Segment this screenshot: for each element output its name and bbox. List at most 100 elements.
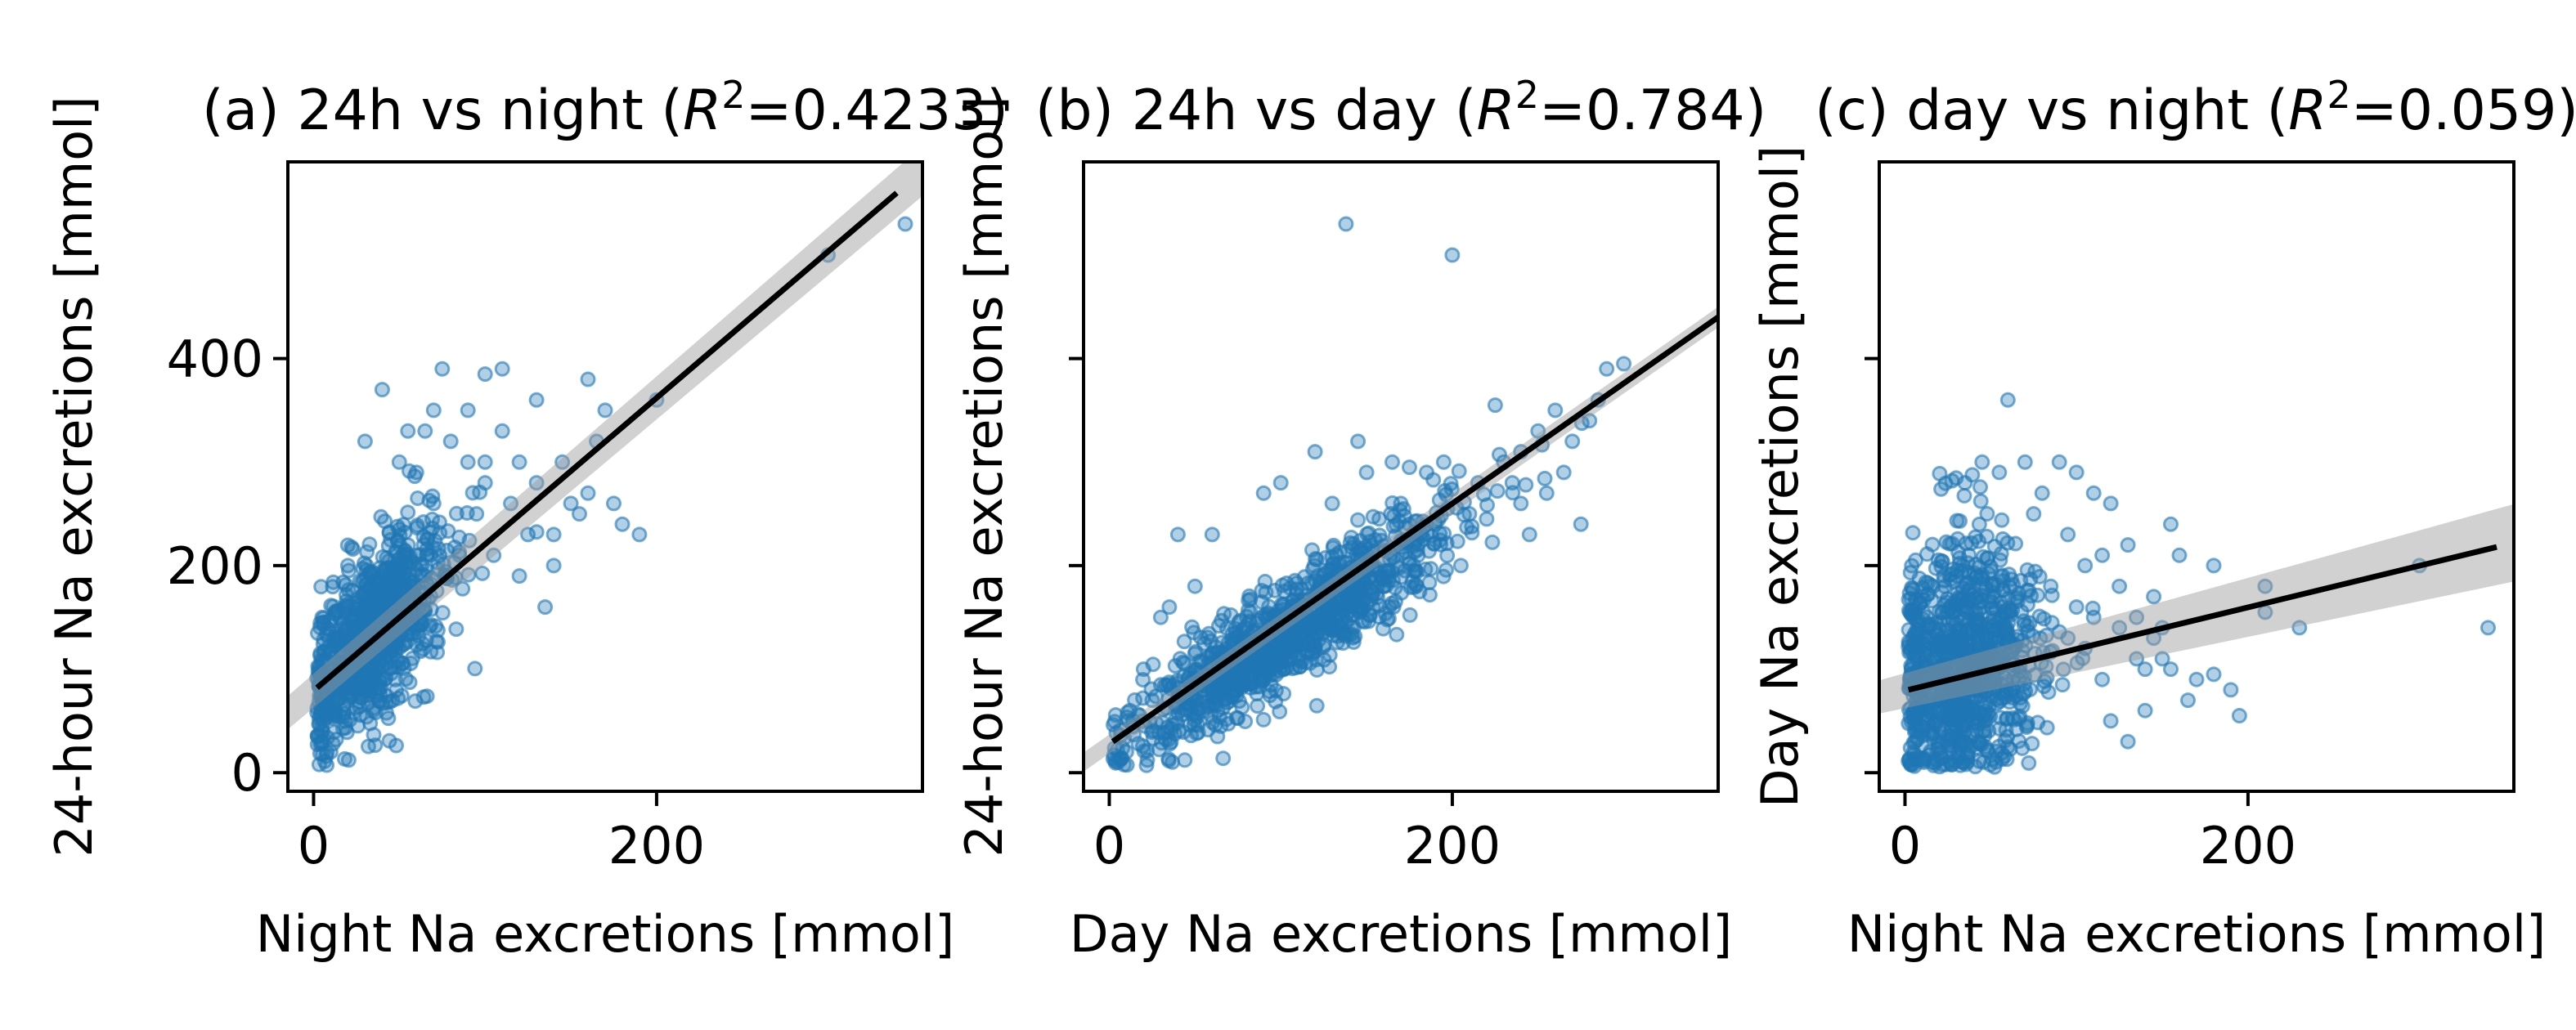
data-point xyxy=(1901,585,1918,602)
data-point xyxy=(1926,620,1942,636)
data-point xyxy=(447,540,463,555)
data-point xyxy=(1439,548,1456,564)
data-point xyxy=(1982,756,1999,772)
data-point xyxy=(1345,588,1362,604)
data-point xyxy=(1389,626,1405,643)
data-point xyxy=(1384,595,1400,611)
data-point xyxy=(1200,629,1216,646)
data-point xyxy=(1308,697,1325,714)
data-point xyxy=(407,693,424,710)
data-point xyxy=(1443,476,1459,492)
data-point xyxy=(2068,599,2085,616)
data-point xyxy=(1954,703,1971,719)
data-point xyxy=(1135,661,1151,678)
data-point xyxy=(1350,433,1367,450)
data-point xyxy=(1484,534,1501,550)
data-point xyxy=(1122,702,1138,719)
data-point xyxy=(1435,454,1452,470)
data-point xyxy=(1362,568,1379,584)
data-point xyxy=(1110,755,1126,770)
data-point xyxy=(1350,512,1366,528)
data-point xyxy=(1980,743,1995,759)
data-point xyxy=(2016,613,2032,629)
data-point xyxy=(389,560,406,576)
data-point xyxy=(1996,620,2013,636)
data-point xyxy=(1972,493,1989,509)
data-point xyxy=(1423,561,1439,577)
data-point xyxy=(2180,692,2196,709)
data-point xyxy=(2188,671,2205,687)
plot-area xyxy=(1084,216,1718,773)
data-point xyxy=(606,495,622,512)
data-point xyxy=(1956,487,1972,504)
data-point xyxy=(1268,656,1285,673)
regression-line xyxy=(315,190,899,691)
data-point xyxy=(1285,593,1301,610)
data-point xyxy=(1513,495,1529,512)
data-point xyxy=(2103,713,2119,729)
data-point xyxy=(1421,575,1438,591)
confidence-band xyxy=(288,162,922,730)
data-point xyxy=(1228,629,1245,646)
data-point xyxy=(345,541,361,558)
data-point xyxy=(1376,578,1392,594)
data-point xyxy=(393,585,409,602)
data-point xyxy=(1176,634,1192,650)
data-point xyxy=(375,549,391,565)
data-point xyxy=(1487,397,1503,414)
data-point xyxy=(377,513,393,530)
data-point xyxy=(1385,518,1402,535)
data-point xyxy=(1564,433,1581,450)
data-point xyxy=(1452,558,1469,574)
data-point xyxy=(397,671,414,687)
data-point xyxy=(331,691,347,707)
data-point xyxy=(545,558,562,574)
x-tick-label: 0 xyxy=(298,816,330,876)
data-point xyxy=(354,625,370,640)
data-point xyxy=(319,702,335,719)
data-point xyxy=(434,360,451,377)
data-point xyxy=(442,433,459,450)
data-point xyxy=(537,599,554,616)
data-point xyxy=(1555,464,1572,481)
data-point xyxy=(511,568,527,584)
data-point xyxy=(339,558,356,574)
data-point xyxy=(1902,755,1919,770)
data-point xyxy=(2137,702,2153,719)
data-point xyxy=(1908,552,1923,568)
data-point xyxy=(1919,633,1935,649)
data-point xyxy=(2085,485,2102,501)
data-point xyxy=(390,690,406,706)
data-point xyxy=(1616,356,1632,372)
data-point xyxy=(467,661,483,677)
panel-b: 0 200 Day Na excretions [mmol] 24-hour Na e… xyxy=(954,73,1766,964)
data-point xyxy=(597,402,613,419)
data-point xyxy=(1479,511,1495,527)
data-point xyxy=(477,366,493,383)
x-tick-label: 200 xyxy=(1404,816,1501,876)
data-point xyxy=(1321,562,1336,579)
data-point xyxy=(455,580,471,597)
data-point xyxy=(2103,495,2119,512)
data-point xyxy=(477,454,493,470)
data-point xyxy=(1408,578,1425,594)
data-point xyxy=(1947,629,1963,645)
data-point xyxy=(1972,479,1988,495)
data-point xyxy=(1979,506,1995,522)
data-point xyxy=(314,653,330,670)
data-point xyxy=(1153,735,1169,751)
data-point xyxy=(1976,706,1992,723)
data-point xyxy=(400,504,416,521)
data-point xyxy=(1251,678,1268,695)
data-point xyxy=(572,506,587,522)
data-point xyxy=(1547,402,1564,419)
data-point xyxy=(503,495,519,512)
data-point xyxy=(1944,535,1960,552)
data-point xyxy=(2004,710,2021,726)
data-point xyxy=(1914,580,1931,596)
y-tick-label: 200 xyxy=(167,536,263,596)
data-point xyxy=(322,744,339,760)
data-point xyxy=(1451,463,1467,479)
data-point xyxy=(1419,464,1434,481)
data-point xyxy=(1322,621,1338,638)
